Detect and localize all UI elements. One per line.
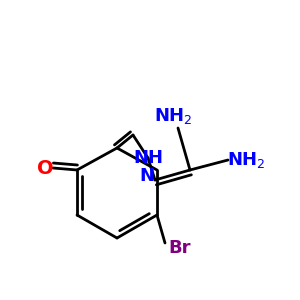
Text: NH$_2$: NH$_2$	[227, 150, 265, 170]
Text: NH: NH	[133, 149, 163, 167]
Text: N: N	[140, 167, 154, 185]
Text: NH$_2$: NH$_2$	[154, 106, 192, 126]
Text: O: O	[37, 158, 53, 178]
Text: Br: Br	[169, 239, 191, 257]
